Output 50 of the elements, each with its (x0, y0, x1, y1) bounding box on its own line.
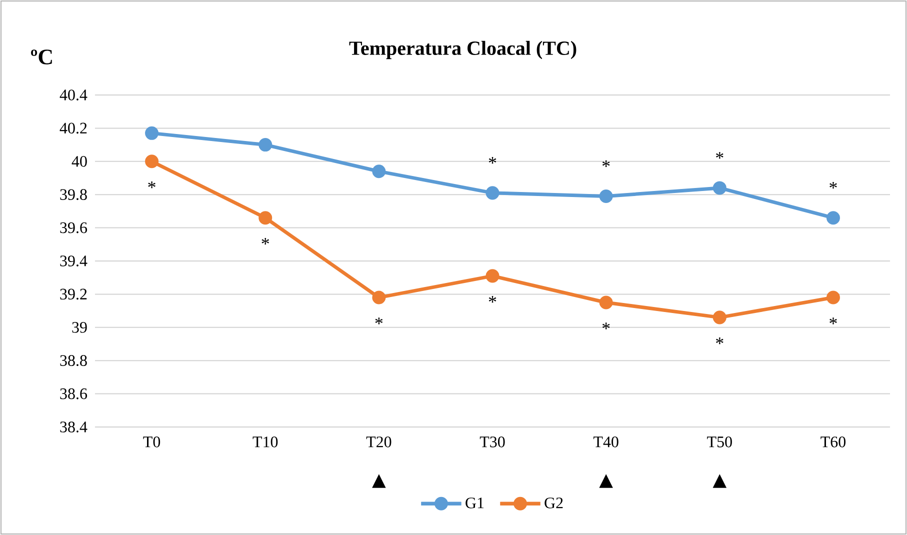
point (826, 290, 840, 304)
point (486, 269, 500, 283)
x-tick-label: T50 (707, 436, 732, 448)
annotation: * (375, 318, 383, 324)
point (712, 310, 726, 324)
annotation: * (602, 322, 610, 330)
point (145, 126, 159, 140)
legend-label: G2 (544, 498, 563, 508)
point (372, 290, 386, 304)
y-tick-label: 38.8 (60, 355, 87, 366)
y-axis-title: ºC (31, 50, 52, 64)
text: ▲ (372, 474, 386, 488)
y-tick-label: 39.6 (60, 222, 88, 234)
point (826, 211, 840, 225)
point (712, 181, 726, 195)
text: ▲ (599, 474, 613, 488)
x-tick-label: T40 (593, 436, 618, 448)
y-tick-label: 39.4 (60, 256, 88, 266)
y-tick-label: 40 (72, 156, 87, 167)
x-tick-label: T10 (252, 436, 278, 448)
y-tick-label: 38.6 (60, 388, 88, 400)
y-tick-label: 39 (72, 322, 87, 333)
point (486, 186, 500, 200)
point (372, 164, 386, 178)
x-tick-label: T60 (820, 436, 846, 448)
point (599, 190, 613, 204)
annotation: * (830, 318, 837, 324)
annotation: * (148, 182, 156, 188)
y-tick-label: 40.2 (60, 122, 87, 134)
y-tick-label: 39.2 (60, 288, 87, 300)
annotation: * (262, 238, 269, 245)
point (145, 154, 159, 168)
annotation: * (602, 160, 610, 167)
point (258, 138, 272, 152)
y-tick-label: 40.4 (60, 90, 88, 100)
x-tick-label: T20 (366, 436, 392, 448)
annotation: * (716, 338, 724, 344)
y-tick-label: 38.4 (60, 422, 88, 432)
annotation: * (716, 152, 724, 159)
annotation: * (488, 157, 496, 164)
annotation: * (488, 296, 496, 303)
y-tick-label: 39.8 (60, 189, 87, 200)
legend-label: G1 (466, 498, 484, 508)
point (258, 211, 272, 225)
chart-title: Temperatura Cloacal (TC) (349, 40, 576, 60)
x-tick-label: T30 (480, 436, 505, 448)
annotation: * (830, 182, 837, 189)
text: ▲ (712, 474, 727, 488)
x-tick-label: T0 (143, 436, 160, 448)
point (599, 296, 613, 310)
